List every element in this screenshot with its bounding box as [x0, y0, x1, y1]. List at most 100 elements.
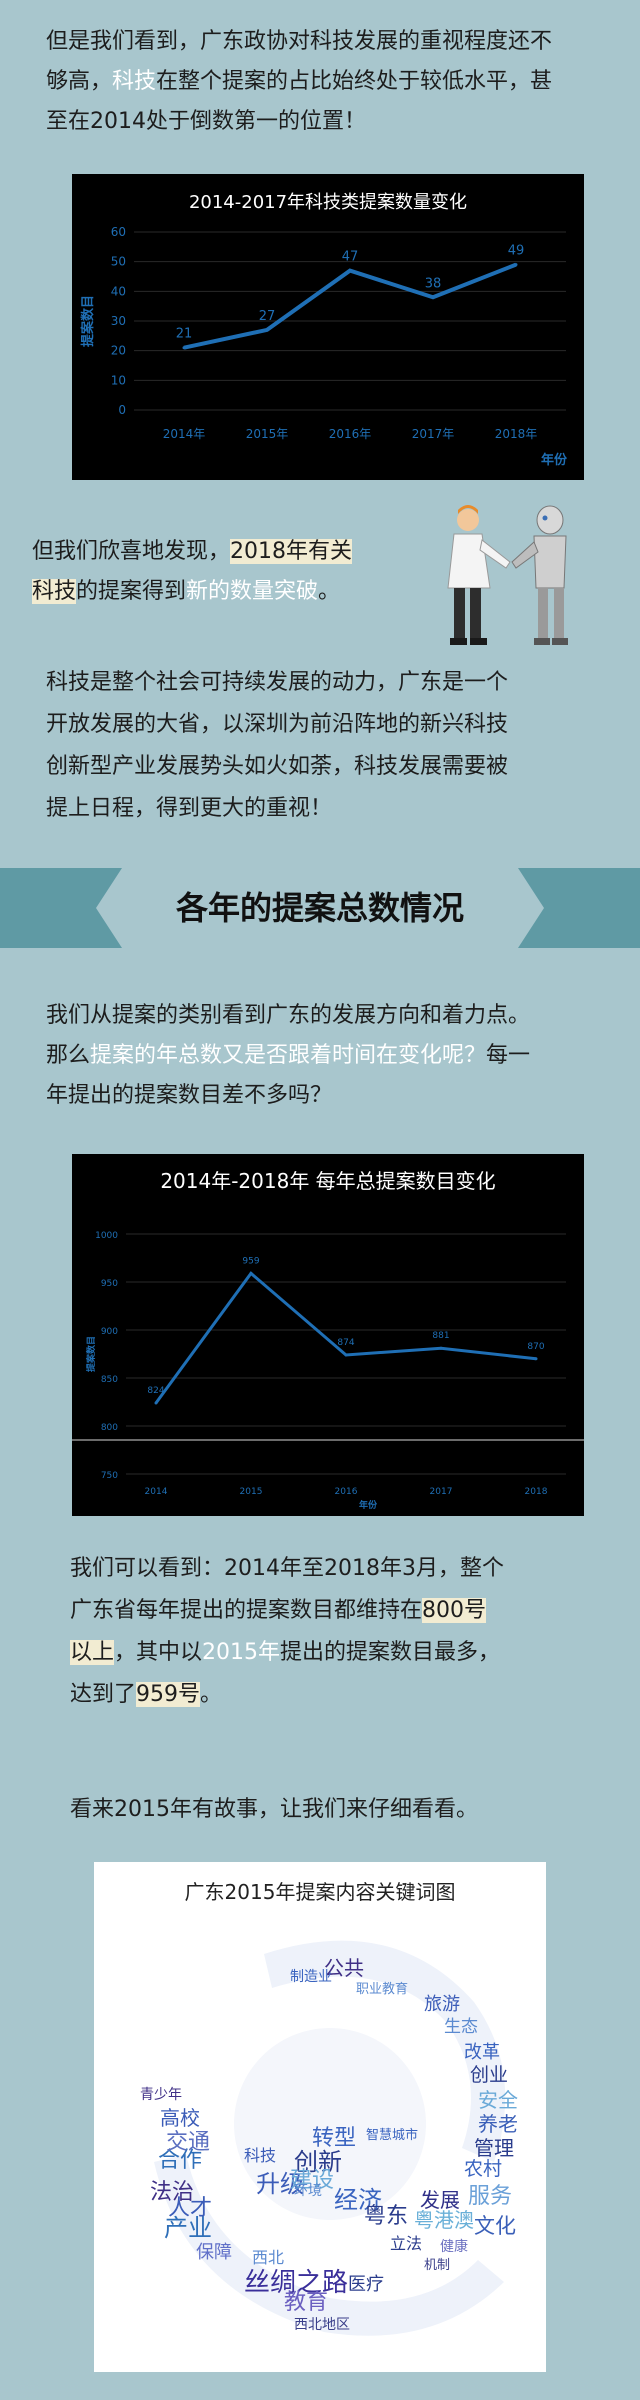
found-paragraph: 但我们欣喜地发现，2018年有关 科技的提案得到新的数量突破。: [32, 532, 352, 612]
keyword-word: 生态: [444, 2012, 478, 2037]
tech-paragraph: 科技是整个社会可持续发展的动力，广东是一个 开放发展的大省，以深圳为前沿阵地的新…: [46, 662, 508, 830]
x-tick-label: 2014: [145, 1487, 168, 1497]
y-axis-label: 提案数目: [80, 295, 96, 347]
data-point: [515, 263, 518, 266]
y-tick-label: 10: [111, 373, 126, 387]
question-highlight: 提案的年总数又是否跟着时间在变化呢？: [90, 1043, 486, 1068]
data-label: 21: [176, 327, 193, 342]
y-tick-label: 60: [111, 225, 126, 239]
y-tick-label: 750: [101, 1471, 118, 1481]
data-label: 870: [527, 1342, 544, 1352]
intro-highlight-tech: 科技: [112, 69, 156, 94]
x-axis-label: 年份: [541, 452, 568, 468]
y-tick-label: 800: [101, 1423, 118, 1433]
data-point: [183, 346, 186, 349]
series-line: [184, 265, 516, 348]
keyword-word: 机制: [424, 2254, 450, 2273]
y-tick-label: 950: [101, 1279, 118, 1289]
data-label: 47: [342, 250, 359, 265]
y-tick-label: 850: [101, 1375, 118, 1385]
data-label: 49: [508, 244, 525, 259]
keyword-word: 立法: [390, 2230, 422, 2254]
intro-line-3: 至在2014处于倒数第一的位置！: [46, 102, 552, 142]
chart-title: 2014-2017年科技类提案数量变化: [189, 192, 467, 213]
robot-figure: [512, 506, 568, 645]
found-line-1: 但我们欣喜地发现，2018年有关: [32, 532, 352, 572]
chart-title: 2014年-2018年 每年总提案数目变化: [160, 1169, 495, 1193]
x-tick-label: 2015年: [246, 427, 289, 441]
keyword-word: 服务: [468, 2178, 512, 2210]
tech-line-1: 科技是整个社会可持续发展的动力，广东是一个: [46, 662, 508, 704]
keyword-word: 高校: [160, 2102, 200, 2131]
question-line-3: 年提出的提案数目差不多吗？: [46, 1076, 530, 1116]
question-line-1: 我们从提案的类别看到广东的发展方向和着力点。: [46, 996, 530, 1036]
result-line-3: 以上，其中以2015年提出的提案数目最多，: [70, 1632, 504, 1674]
tech-line-2: 开放发展的大省，以深圳为前沿阵地的新兴科技: [46, 704, 508, 746]
result-highlight-800: 800号: [422, 1598, 486, 1623]
data-point: [349, 269, 352, 272]
intro-paragraph: 但是我们看到，广东政协对科技发展的重视程度还不 够高，科技在整个提案的占比始终处…: [46, 22, 552, 142]
data-label: 38: [425, 276, 442, 291]
question-paragraph: 我们从提案的类别看到广东的发展方向和着力点。 那么提案的年总数又是否跟着时间在变…: [46, 996, 530, 1116]
data-point: [440, 1347, 443, 1350]
x-tick-label: 2016年: [329, 427, 372, 441]
y-tick-label: 50: [111, 255, 126, 269]
keyword-word: 粤东: [364, 2198, 408, 2230]
keyword-word: 法治: [150, 2174, 194, 2206]
result-line-2: 广东省每年提出的提案数目都维持在800号: [70, 1590, 504, 1632]
keyword-word: 西北: [252, 2244, 284, 2268]
keyword-word: 粤港澳: [414, 2204, 474, 2233]
tech-proposal-chart: 2014-2017年科技类提案数量变化提案数目年份 0 10 20 30 40 50 60 20…: [72, 174, 584, 480]
y-tick-label: 30: [111, 314, 126, 328]
y-tick-label: 0: [118, 403, 126, 417]
keyword-word: 环境: [294, 2180, 322, 2200]
keyword-word: 医疗: [348, 2270, 384, 2296]
section-title: 各年的提案总数情况: [0, 868, 640, 948]
data-label: 881: [432, 1331, 449, 1341]
result-line-4: 达到了959号。: [70, 1674, 504, 1716]
keyword-word: 职业教育: [356, 1978, 408, 1997]
keyword-word: 文化: [474, 2210, 516, 2240]
keyword-word: 健康: [440, 2236, 468, 2256]
total-proposal-chart: 2014年-2018年 每年总提案数目变化提案数目年份 750 800 850 900 9…: [72, 1154, 584, 1516]
x-axis-label: 年份: [359, 1499, 378, 1511]
keyword-word: 智慧城市: [366, 2124, 418, 2143]
found-highlight-breakthrough: 新的数量突破: [186, 579, 318, 604]
x-tick-label: 2017: [430, 1487, 453, 1497]
keyword-word: 制造业: [290, 1966, 332, 1986]
question-line-2: 那么提案的年总数又是否跟着时间在变化呢？每一: [46, 1036, 530, 1076]
y-tick-label: 40: [111, 284, 126, 298]
keyword-word: 科技: [244, 2142, 276, 2166]
data-point: [535, 1357, 538, 1360]
data-label: 959: [242, 1256, 259, 1266]
data-point: [266, 328, 269, 331]
keyword-word: 农村: [464, 2154, 502, 2181]
keyword-word: 西北地区: [294, 2314, 350, 2334]
x-tick-label: 2016: [335, 1487, 358, 1497]
result-highlight-above: 以上: [70, 1640, 114, 1665]
result-highlight-2015: 2015年: [202, 1640, 280, 1665]
y-tick-label: 20: [111, 344, 126, 358]
result-highlight-959: 959号: [136, 1682, 200, 1707]
found-line-2: 科技的提案得到新的数量突破。: [32, 572, 352, 612]
x-tick-label: 2017年: [412, 427, 455, 441]
found-highlight-2018: 2018年有关: [230, 539, 352, 564]
keyword-word: 创业: [470, 2060, 508, 2087]
x-tick-label: 2018年: [495, 427, 538, 441]
story-sentence: 看来2015年有故事，让我们来仔细看看。: [70, 1790, 478, 1830]
data-point: [345, 1353, 348, 1356]
y-axis-label: 提案数目: [85, 1336, 97, 1372]
intro-line-2: 够高，科技在整个提案的占比始终处于较低水平，甚: [46, 62, 552, 102]
data-label: 27: [259, 309, 276, 324]
data-point: [250, 1272, 253, 1275]
data-label: 824: [147, 1386, 164, 1396]
data-point: [432, 296, 435, 299]
y-tick-label: 900: [101, 1327, 118, 1337]
keyword-cloud: 广东2015年提案内容关键词图 公共 旅游 生态 改革 创业 安全 养老 管理 农村 服务 发展 粤港…: [94, 1862, 546, 2372]
intro-line-1: 但是我们看到，广东政协对科技发展的重视程度还不: [46, 22, 552, 62]
tech-line-4: 提上日程，得到更大的重视！: [46, 788, 508, 830]
x-tick-label: 2014年: [163, 427, 206, 441]
section-banner: 各年的提案总数情况: [0, 868, 640, 948]
